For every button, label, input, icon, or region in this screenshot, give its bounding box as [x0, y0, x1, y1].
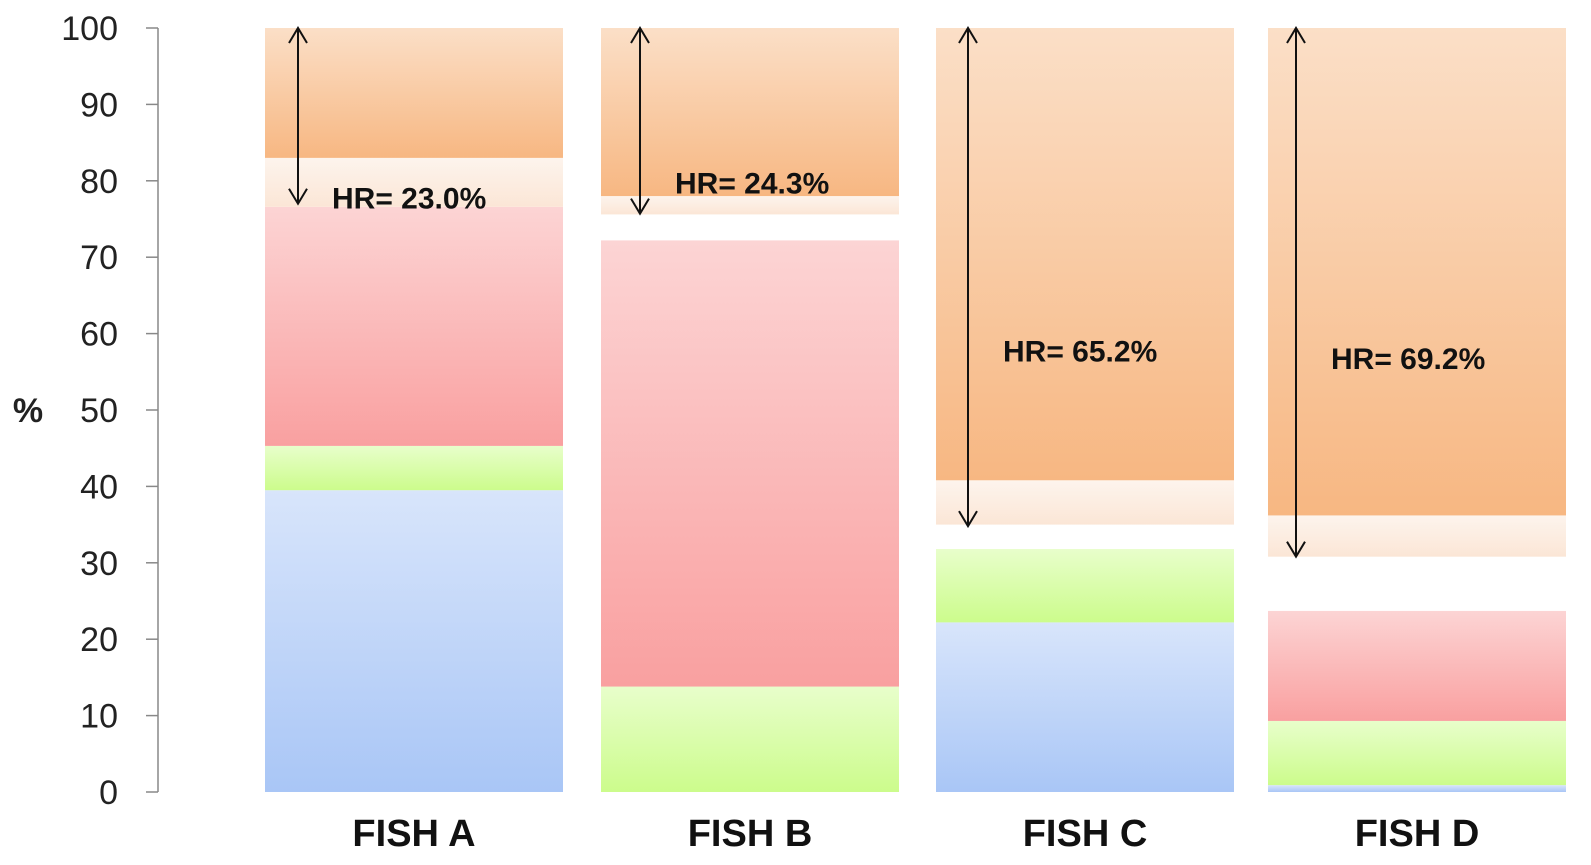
y-tick-label: 50: [80, 392, 118, 430]
y-tick-label: 30: [80, 545, 118, 583]
category-label: FISH A: [352, 813, 475, 855]
bars: [265, 28, 1566, 792]
y-tick-label: 100: [61, 10, 118, 48]
y-tick-label: 80: [80, 163, 118, 201]
y-tick-label: 70: [80, 239, 118, 277]
y-tick-label: 40: [80, 468, 118, 506]
bar-segment: [265, 445, 563, 491]
y-axis: 0 10 20 30 40 50 60 70 80 90 100: [61, 10, 159, 812]
bar-segment: [1268, 720, 1566, 786]
bar-segment: [936, 480, 1234, 525]
category-label: FISH D: [1355, 813, 1480, 855]
bar-segment: [601, 28, 899, 197]
y-tick-label: 10: [80, 698, 118, 736]
labels: HR= 23.0% FISH A HR= 24.3% FISH B HR= 65.2% F…: [288, 26, 1485, 855]
bar-segment: [601, 686, 899, 792]
bar-segment: [936, 622, 1234, 792]
bar-segment: [1268, 610, 1566, 721]
bar-segment: [1268, 785, 1566, 792]
bar-segment: [601, 240, 899, 687]
bar-fish-d: [1268, 28, 1566, 792]
bar-fish-c: [936, 28, 1234, 792]
category-label: FISH B: [688, 813, 813, 855]
category-label: FISH C: [1023, 813, 1148, 855]
hr-arrow-head-top: [630, 26, 650, 44]
hr-arrow-head-top: [288, 26, 308, 44]
bar-segment: [601, 196, 899, 215]
bar-segment: [265, 157, 563, 207]
hr-label: HR= 24.3%: [675, 167, 829, 200]
y-axis-label: %: [13, 392, 43, 430]
y-tick-label: 60: [80, 316, 118, 354]
bar-segment: [1268, 28, 1566, 516]
bar-segment: [265, 28, 563, 158]
hr-label: HR= 65.2%: [1003, 335, 1157, 368]
y-tick-label: 0: [99, 774, 118, 812]
bar-segment: [936, 28, 1234, 481]
bar-segment: [265, 490, 563, 792]
y-tick-label: 20: [80, 621, 118, 659]
bar-segment: [265, 206, 563, 446]
hr-label: HR= 69.2%: [1331, 343, 1485, 376]
hr-arrow-head-bottom: [958, 510, 978, 529]
bar-fish-b: [601, 28, 899, 792]
hr-arrow-head-top: [1286, 26, 1306, 44]
bar-segment: [1268, 515, 1566, 557]
hr-label: HR= 23.0%: [332, 183, 486, 216]
hr-arrow-head-bottom: [288, 188, 308, 206]
y-tick-label: 90: [80, 86, 118, 124]
hr-arrow-head-top: [958, 26, 978, 44]
hr-arrow-head-bottom: [1286, 541, 1306, 559]
hr-arrow-head-bottom: [630, 198, 650, 216]
bar-fish-a: [265, 28, 563, 792]
bar-segment: [936, 549, 1234, 623]
